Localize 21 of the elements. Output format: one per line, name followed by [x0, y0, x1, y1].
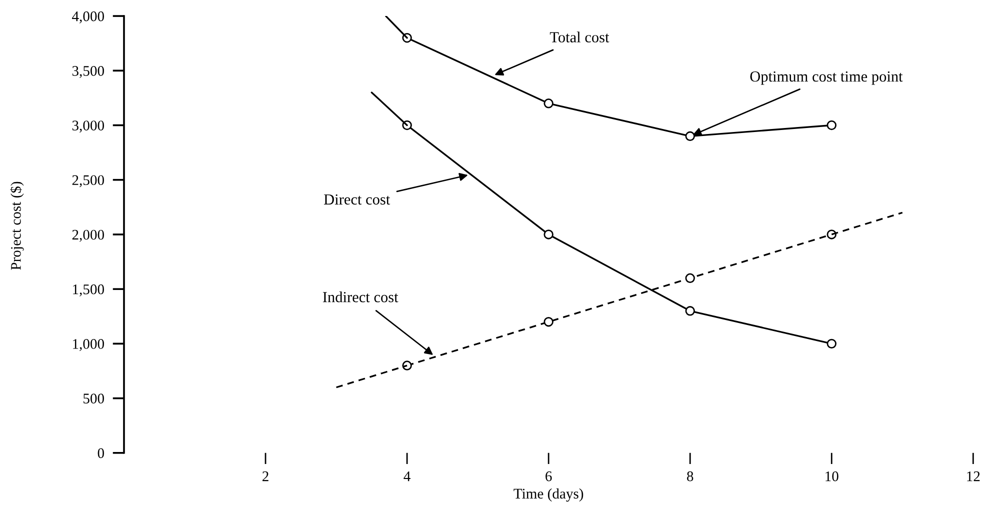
y-tick-label: 1,500 — [73, 284, 104, 296]
x-tick-label: 2 — [262, 471, 268, 482]
x-axis-title: Time (days) — [514, 488, 584, 502]
x-tick-label: 6 — [546, 471, 552, 482]
x-tick-label: 12 — [967, 471, 980, 482]
y-tick-label: 2,000 — [72, 230, 104, 242]
y-tick-label: 3,500 — [72, 66, 104, 78]
annotation: Optimum cost time point — [750, 71, 903, 85]
x-tick-label: 4 — [404, 471, 410, 482]
y-axis-title: Project cost ($) — [10, 182, 24, 270]
y-tick-label: 1,000 — [73, 339, 104, 351]
y-tick-label: 500 — [84, 394, 104, 404]
annotation: Total cost — [550, 32, 610, 42]
x-tick-label: 8 — [687, 471, 694, 482]
annotation: Direct cost — [324, 194, 390, 205]
y-tick-label: 2,500 — [72, 175, 104, 188]
y-tick-label: 0 — [98, 448, 104, 458]
y-tick-label: 4,000 — [72, 11, 104, 24]
x-tick-label: 10 — [826, 471, 838, 482]
annotation: Indirect cost — [322, 292, 398, 302]
y-tick-label: 3,000 — [72, 120, 104, 133]
